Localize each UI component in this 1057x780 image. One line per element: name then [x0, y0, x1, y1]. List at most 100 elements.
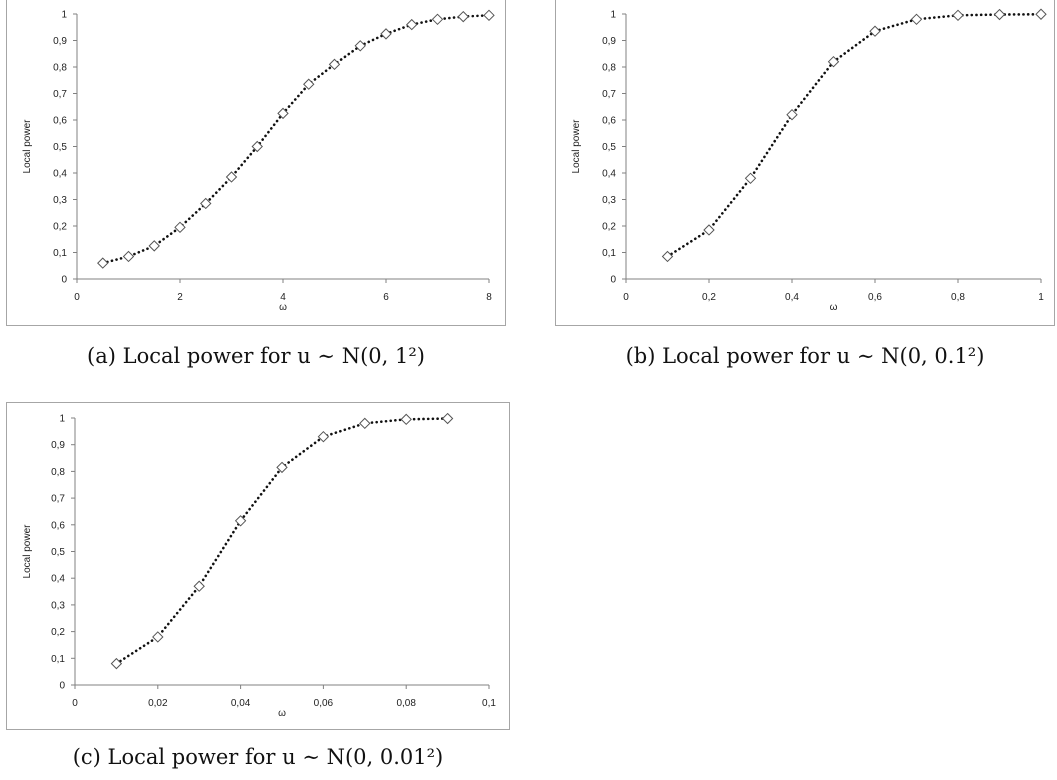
x-tick-label: 6	[383, 292, 389, 303]
y-axis-title: Local power	[22, 119, 33, 174]
y-tick-label: 0	[61, 275, 67, 286]
data-point-marker	[200, 197, 212, 210]
y-tick-label: 0,8	[51, 467, 65, 478]
data-point-marker	[744, 172, 757, 185]
x-tick-label: 0,4	[785, 292, 799, 303]
y-tick-label: 0,7	[51, 494, 65, 505]
y-tick-label: 0,7	[602, 89, 616, 100]
chart-svg-c: 0 0,1 0,2 0,3 0,4 0,5 0,6 0,7 0,8 0,9 1 0 0,02 0,04 0,…	[22, 412, 496, 719]
data-point-marker	[827, 55, 840, 68]
y-tick-label: 0,9	[53, 36, 67, 47]
y-tick-label: 0,1	[51, 654, 65, 665]
y-axis-title: Local power	[22, 524, 33, 579]
y-tick-label: 0,9	[602, 36, 616, 47]
data-point-marker	[910, 13, 923, 26]
data-point-marker	[97, 257, 109, 269]
data-point-marker	[110, 657, 123, 670]
data-point-marker	[380, 28, 392, 40]
x-tick-label: 0,1	[482, 698, 496, 709]
data-point-marker	[457, 10, 469, 23]
x-tick-label: 0,2	[702, 292, 716, 303]
data-point-marker	[317, 430, 330, 443]
x-axis-title: ω	[278, 708, 286, 719]
data-point-marker	[441, 412, 454, 425]
x-axis-title: ω	[279, 302, 287, 313]
data-point-marker	[786, 108, 798, 121]
data-point-marker	[1035, 8, 1047, 20]
chart-frame-b: 0 0,1 0,2 0,3 0,4 0,5 0,6 0,7 0,8 0,9 1 0 0,2 0,4 0,6 0…	[555, 0, 1055, 326]
data-point-marker	[148, 240, 160, 252]
y-tick-label: 0,4	[53, 169, 67, 180]
data-point-marker	[869, 25, 881, 37]
y-tick-label: 0,1	[53, 248, 67, 259]
y-tick-label: 0,2	[53, 222, 67, 233]
data-point-marker	[661, 250, 674, 263]
data-point-marker	[152, 631, 164, 643]
y-tick-label: 0,4	[51, 574, 65, 585]
y-tick-label: 0,3	[602, 195, 616, 206]
data-point-marker	[303, 78, 315, 90]
x-tick-label: 0,02	[148, 698, 168, 709]
y-tick-label: 0,7	[53, 89, 67, 100]
chart-frame-a: 0 0,1 0,2 0,3 0,4 0,5 0,6 0,7 0,8 0,9 1 0 2 4 6 8 ω Local…	[6, 0, 506, 326]
data-point-marker	[993, 8, 1006, 21]
x-tick-label: 0,08	[396, 698, 416, 709]
x-tick-label: 2	[177, 292, 183, 303]
data-point-marker	[952, 9, 964, 22]
y-tick-label: 0,5	[53, 142, 67, 153]
y-tick-label: 0,1	[602, 248, 616, 259]
data-point-marker	[277, 107, 289, 120]
data-point-marker	[225, 171, 238, 183]
data-point-marker	[251, 140, 263, 153]
chart-svg-b: 0 0,1 0,2 0,3 0,4 0,5 0,6 0,7 0,8 0,9 1 0 0,2 0,4 0,6 0…	[571, 8, 1047, 313]
series-line	[115, 417, 449, 665]
data-point-marker	[400, 413, 412, 426]
series-line	[666, 13, 1043, 258]
data-point-marker	[328, 58, 341, 71]
y-tick-label: 0,6	[51, 520, 65, 531]
data-point-marker	[431, 13, 444, 26]
y-tick-label: 0	[610, 275, 616, 286]
x-tick-label: 0,06	[314, 698, 334, 709]
chart-frame-c: 0 0,1 0,2 0,3 0,4 0,5 0,6 0,7 0,8 0,9 1 0 0,02 0,04 0,…	[6, 402, 510, 730]
y-tick-label: 0,8	[602, 63, 616, 74]
y-tick-label: 0,3	[51, 600, 65, 611]
data-point-marker	[122, 250, 135, 263]
chart-svg-a: 0 0,1 0,2 0,3 0,4 0,5 0,6 0,7 0,8 0,9 1 0 2 4 6 8 ω Local…	[22, 9, 495, 313]
chart-caption-a: (a) Local power for u ∼ N(0, 1²)	[87, 344, 425, 368]
x-tick-label: 1	[1038, 292, 1044, 303]
y-tick-label: 0,3	[53, 195, 67, 206]
y-tick-label: 1	[61, 10, 67, 21]
y-tick-label: 1	[59, 414, 65, 425]
data-point-marker	[406, 18, 418, 31]
y-tick-label: 0,5	[51, 547, 65, 558]
data-point-marker	[359, 417, 371, 430]
y-tick-label: 0,8	[53, 63, 67, 74]
x-axis-title: ω	[830, 302, 838, 313]
data-point-marker	[193, 580, 205, 592]
y-tick-label: 0,2	[51, 627, 65, 638]
y-tick-label: 0,6	[53, 116, 67, 127]
x-tick-label: 0	[72, 698, 78, 709]
x-tick-label: 0,04	[231, 698, 251, 709]
series-line	[101, 13, 491, 265]
data-point-marker	[234, 515, 247, 527]
data-point-marker	[483, 9, 495, 22]
x-tick-label: 8	[486, 292, 492, 303]
data-point-marker	[276, 461, 288, 474]
y-axis-title: Local power	[571, 119, 582, 174]
y-tick-label: 0,6	[602, 116, 616, 127]
x-tick-label: 4	[280, 292, 286, 303]
y-tick-label: 1	[610, 10, 616, 21]
x-tick-label: 0	[623, 292, 629, 303]
data-point-marker	[703, 224, 715, 236]
y-tick-label: 0	[59, 681, 65, 692]
chart-caption-b: (b) Local power for u ∼ N(0, 0.1²)	[625, 344, 985, 368]
data-point-marker	[174, 221, 186, 234]
x-tick-label: 0	[74, 292, 80, 303]
y-tick-label: 0,4	[602, 169, 616, 180]
y-tick-label: 0,5	[602, 142, 616, 153]
chart-caption-c: (c) Local power for u ∼ N(0, 0.01²)	[72, 745, 444, 769]
x-tick-label: 0,8	[951, 292, 965, 303]
x-tick-label: 0,6	[868, 292, 882, 303]
